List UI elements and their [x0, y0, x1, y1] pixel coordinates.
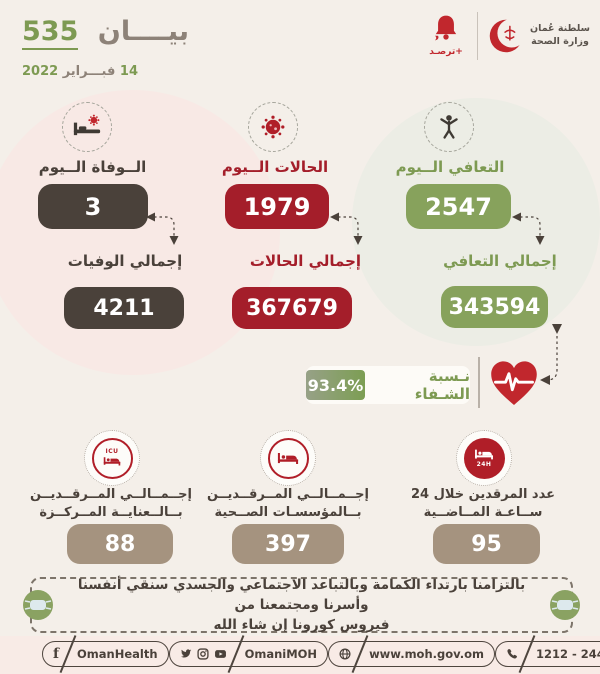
social-handle: OmaniMOH — [244, 646, 318, 661]
facebook-pill[interactable]: f OmanHealth — [42, 634, 169, 673]
admitted-24h-label: عدد المرقدين خلال 24 ســاعـة المــاضــية — [400, 486, 566, 522]
icu-value: 88 — [67, 524, 173, 564]
hospital-bed-icon — [260, 430, 316, 486]
slash-divider — [227, 634, 244, 673]
admitted-24h-value: 95 — [433, 524, 540, 564]
icu-label-line1: إجــمــالــي المــرقــديــن — [29, 487, 193, 502]
slash-divider — [59, 634, 76, 673]
bulletin-label: بيــــان — [97, 16, 190, 47]
rate-divider — [478, 357, 480, 408]
bulletin-date: 14 فبـــراير 2022 — [22, 64, 138, 79]
facebook-icon: f — [53, 645, 60, 662]
mask-icon — [22, 589, 54, 621]
recovery-today-label: التعافي الــيوم — [395, 158, 505, 176]
moh-crescent-logo-icon — [484, 12, 530, 60]
recovery-rate: نـسبة الشـفاء 93.4% — [306, 366, 470, 404]
moh-name-line2: وزارة الصحة — [531, 36, 589, 47]
date-year: 2022 — [22, 64, 59, 79]
phone-numbers: 1212 - 24441999 — [535, 646, 600, 661]
24h-badge: 24H — [476, 461, 492, 468]
pledge-line1: بالتزامنا بارتداء الكمامة وبالتباعد الاج… — [77, 577, 526, 613]
bulletin-number: 535 — [22, 16, 79, 50]
deaths-total-label: إجمالي الوفيات — [67, 252, 183, 270]
admitted-24h-label-line2: ســاعـة المــاضــية — [423, 505, 543, 520]
slash-divider — [518, 634, 535, 673]
deaths-total-value: 4211 — [64, 287, 184, 329]
bulletin-title: بيــــان 535 — [22, 16, 190, 50]
social-pill[interactable]: OmaniMOH — [168, 634, 329, 673]
recovery-rate-label: نـسبة الشـفاء — [414, 367, 470, 403]
bell-icon — [420, 12, 472, 46]
globe-icon — [339, 647, 351, 660]
icu-badge: ICU — [105, 448, 119, 455]
date-day: 14 — [119, 64, 139, 79]
twitter-icon — [180, 648, 192, 660]
date-month: فبـــراير — [62, 64, 116, 79]
cases-today-label: الحالات الــيوم — [221, 158, 329, 176]
icu-label-line2: بــالــعنايــة المــركــزة — [39, 505, 183, 520]
tarassud-label: ترصـد+ — [429, 47, 463, 57]
hospitalized-label: إجــمــالــي المــرقــديــن بــالمؤسسـات… — [206, 486, 370, 522]
phone-icon — [506, 648, 518, 660]
cases-total-label: إجمالي الحالات — [249, 252, 362, 270]
website-url: www.moh.gov.om — [369, 646, 484, 661]
pledge-banner: بالتزامنا بارتداء الكمامة وبالتباعد الاج… — [23, 577, 580, 633]
footer-contacts: f OmanHealth OmaniMOH www.moh.gov.om — [42, 634, 600, 673]
hospitalized-label-line1: إجــمــالــي المــرقــديــن — [206, 487, 370, 502]
pledge-line2: فيروس كورونا إن شاء الله — [213, 617, 390, 633]
cases-total-value: 367679 — [232, 287, 352, 329]
death-bed-icon — [62, 102, 112, 152]
website-pill[interactable]: www.moh.gov.om — [328, 634, 495, 673]
admitted-24h-label-line1: عدد المرقدين خلال 24 — [411, 487, 555, 502]
recovery-today-value: 2547 — [406, 184, 511, 229]
icu-label: إجــمــالــي المــرقــديــن بــالــعنايـ… — [28, 486, 194, 522]
logo-divider — [477, 12, 478, 60]
recovered-person-icon — [424, 102, 474, 152]
moh-name: سلطنة عُمان وزارة الصحة — [528, 22, 592, 48]
youtube-icon — [214, 648, 227, 660]
moh-name-line1: سلطنة عُمان — [530, 23, 590, 34]
deaths-today-label: الــوفاة الــيوم — [38, 158, 147, 176]
recovery-total-value: 343594 — [441, 286, 548, 328]
bed-24h-icon: 24H — [456, 430, 512, 486]
mask-icon — [549, 589, 581, 621]
virus-icon — [248, 102, 298, 152]
heart-pulse-icon — [487, 356, 541, 410]
icu-bed-icon: ICU — [84, 430, 140, 486]
tarassud-app: ترصـد+ — [420, 12, 472, 57]
recovery-rate-value: 93.4% — [306, 370, 366, 400]
instagram-icon — [196, 647, 209, 660]
decorative-pink-circle — [0, 90, 280, 375]
cases-today-value: 1979 — [225, 184, 329, 229]
hospitalized-label-line2: بــالمؤسسـات الصــحية — [214, 505, 362, 520]
slash-divider — [351, 634, 369, 673]
facebook-handle: OmanHealth — [77, 646, 158, 661]
phone-pill[interactable]: 1212 - 24441999 — [494, 634, 600, 673]
hospitalized-value: 397 — [232, 524, 344, 564]
deaths-today-value: 3 — [38, 184, 148, 229]
recovery-total-label: إجمالي التعافي — [443, 252, 557, 270]
